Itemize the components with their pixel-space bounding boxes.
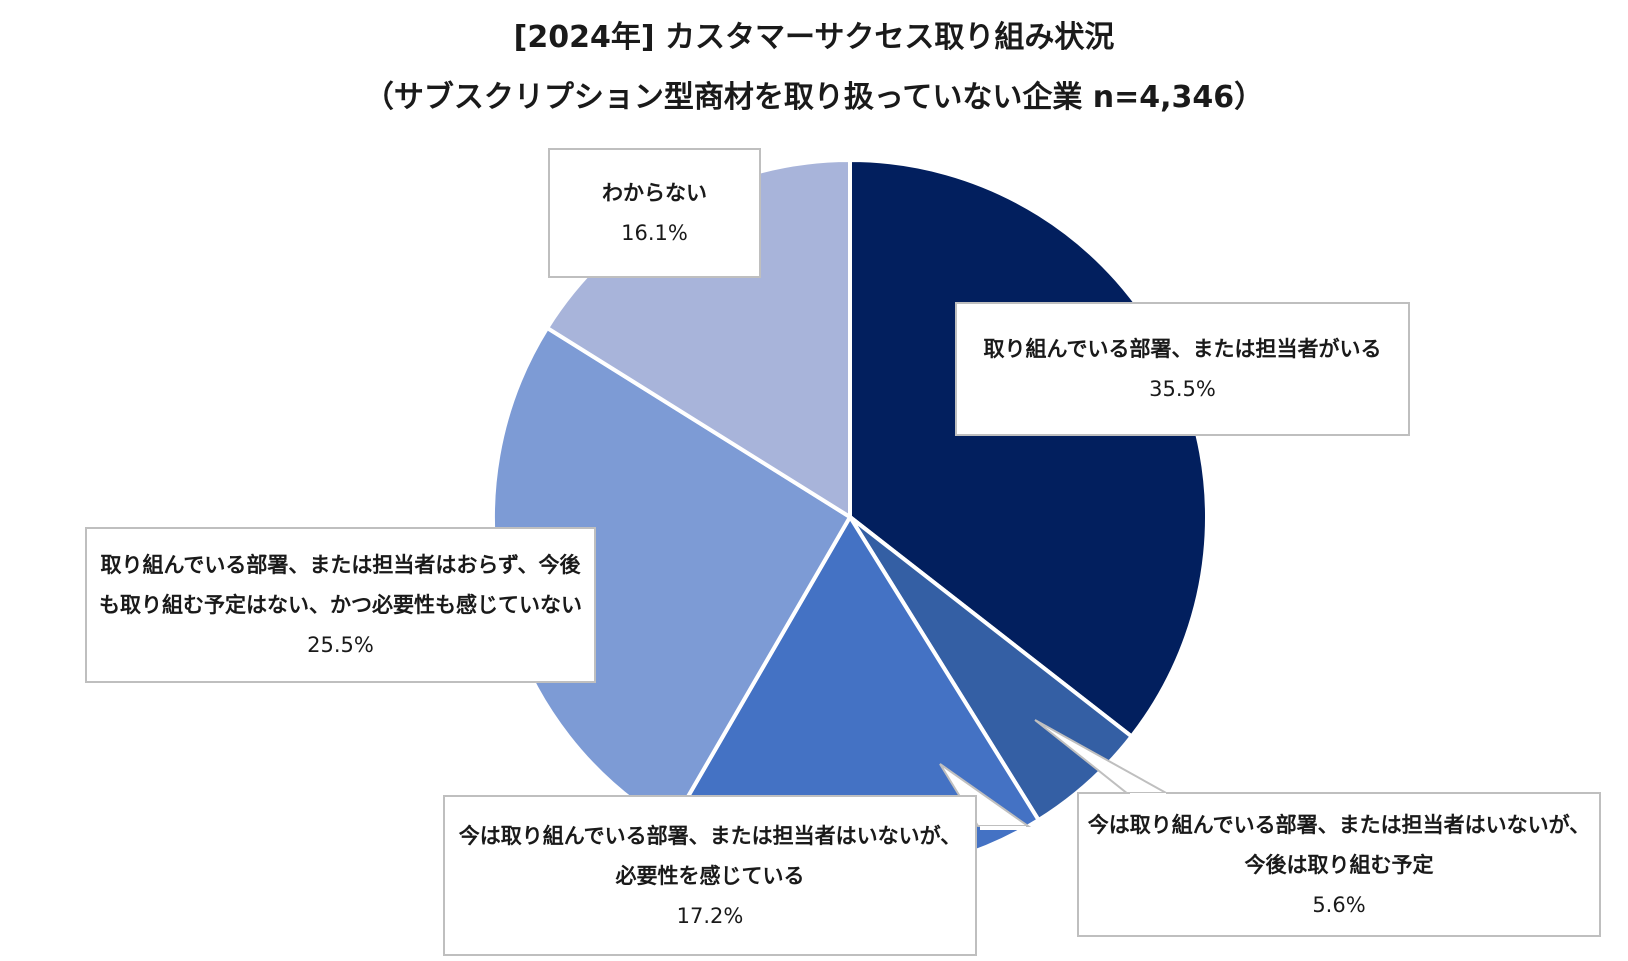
data-label-text: 取り組んでいる部署、または担当者がいる [983, 337, 1382, 361]
data-label-box: 今は取り組んでいる部署、または担当者はいないが、 今後は取り組む予定 5.6% [1077, 792, 1601, 937]
data-label-value: 17.2% [676, 903, 744, 928]
data-label-box: 今は取り組んでいる部署、または担当者はいないが、 必要性を感じている 17.2% [443, 795, 977, 956]
data-label-box: 取り組んでいる部署、または担当者はおらず、今後 も取り組む予定はない、かつ必要性も… [85, 527, 596, 683]
chart-subtitle: （サブスクリプション型商材を取り扱っていない企業 n=4,346） [363, 80, 1265, 115]
callout-seam [1130, 793, 1166, 797]
data-label-box: わからない 16.1% [548, 148, 761, 278]
data-label-text: 今は取り組んでいる部署、または担当者はいないが、 [458, 823, 962, 848]
data-label-text: 今後は取り組む予定 [1244, 852, 1434, 877]
data-label-box: 取り組んでいる部署、または担当者がいる 35.5% [955, 302, 1410, 436]
data-label-value: 25.5% [307, 633, 374, 657]
data-label-text: 取り組んでいる部署、または担当者はおらず、今後 [100, 553, 581, 577]
chart-title: [2024年] カスタマーサクセス取り組み状況 [513, 20, 1115, 55]
data-label-value: 5.6% [1312, 892, 1366, 917]
data-label-text: 必要性を感じている [615, 863, 805, 888]
data-label-text: わからない [602, 181, 707, 205]
data-label-text: も取り組む予定はない、かつ必要性も感じていない [99, 593, 582, 617]
data-label-value: 35.5% [1149, 377, 1216, 401]
data-label-value: 16.1% [621, 221, 688, 245]
callout-seam [980, 826, 1026, 830]
data-label-text: 今は取り組んでいる部署、または担当者はいないが、 [1087, 812, 1591, 837]
